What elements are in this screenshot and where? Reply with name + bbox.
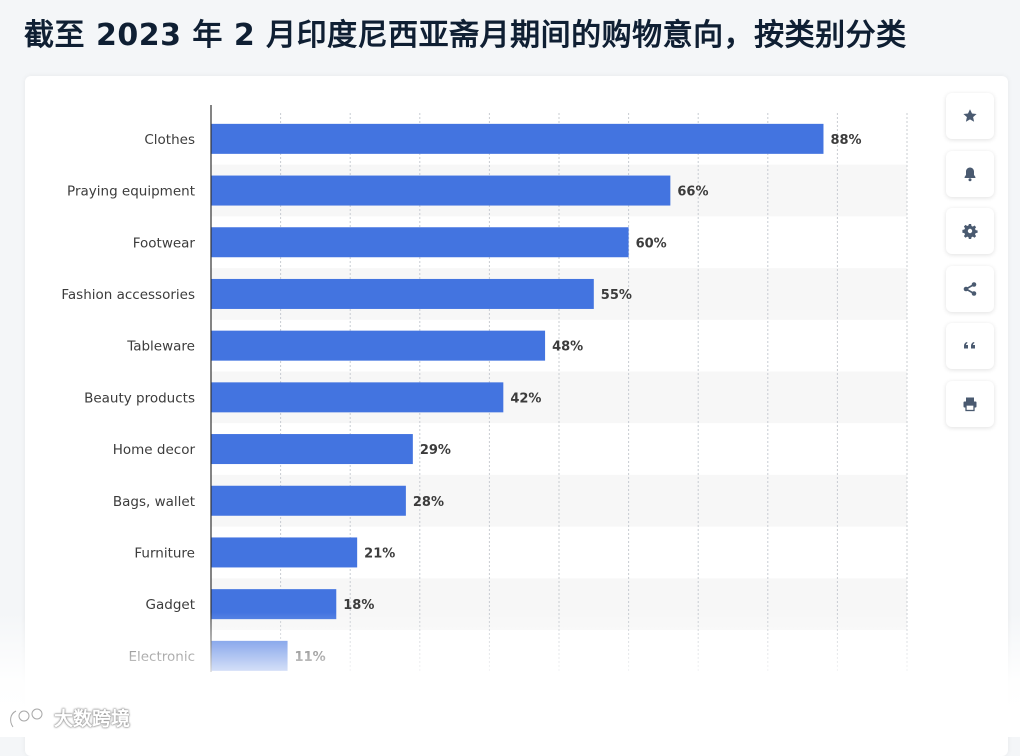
bar [211,123,824,154]
share-button[interactable] [946,265,994,312]
category-label: Home decor [113,442,196,458]
bar [211,330,546,361]
bar [211,434,413,465]
data-label: 42% [510,391,541,406]
bar [211,227,629,258]
category-label: Furniture [134,545,195,561]
chart-toolbar [946,93,994,438]
settings-button[interactable] [946,208,994,254]
data-label: 55% [601,288,632,303]
page-title: 截至 2023 年 2 月印度尼西亚斋月期间的购物意向，按类别分类 [24,18,907,53]
bar [211,640,288,671]
data-label: 88% [830,133,861,148]
watermark-text: 大数跨境 [54,708,131,730]
chart-card: Clothes 88% Praying equipment 66% Footwear 60… [25,76,1008,756]
print-button[interactable] [946,380,994,427]
notification-button[interactable] [946,150,994,197]
star-icon [963,109,977,122]
category-label: Clothes [144,132,195,148]
data-label: 29% [420,443,451,458]
data-label: 28% [413,495,444,510]
print-icon [963,397,977,411]
cite-button[interactable] [946,323,994,369]
bar [211,485,406,516]
bar [211,537,358,568]
data-label: 18% [343,598,374,613]
category-label: Electronic [128,649,195,665]
data-label: 11% [295,650,326,665]
data-label: 21% [364,546,395,561]
category-label: Bags, wallet [113,494,195,510]
bar [211,278,594,309]
bar-chart: Clothes 88% Praying equipment 66% Footwear 60… [61,105,908,672]
category-label: Fashion accessories [61,287,195,303]
bar [211,175,671,206]
data-label: 60% [636,236,667,251]
star-button[interactable] [946,93,994,139]
quote-icon [964,342,975,349]
bell-icon [964,167,976,181]
gear-icon [962,224,978,239]
bar [211,589,337,620]
category-label: Beauty products [84,390,195,406]
category-label: Praying equipment [67,184,195,200]
bar [211,382,504,413]
data-label: 66% [677,185,708,200]
category-label: Tableware [126,339,195,355]
share-icon [963,281,977,296]
category-label: Footwear [133,235,196,251]
data-label: 48% [552,340,583,355]
watermark-logo-icon [9,707,44,728]
watermark: 大数跨境 [8,704,130,731]
category-label: Gadget [146,597,195,613]
